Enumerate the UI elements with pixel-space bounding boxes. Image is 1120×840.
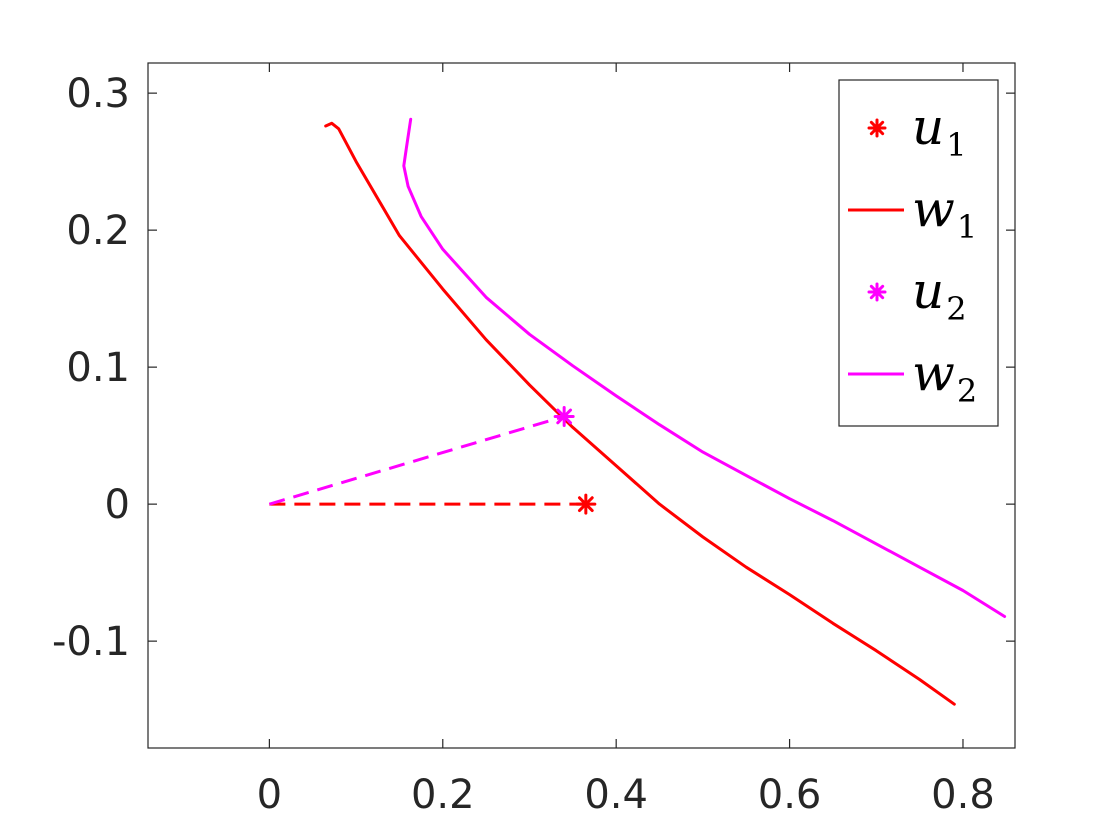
legend-label-w1: w1	[912, 180, 977, 246]
series-u1-marker-stroke	[577, 496, 594, 513]
series-u2-dashed-segment	[268, 415, 565, 506]
series-u2-marker	[553, 405, 575, 427]
legend-label-subscript: 1	[946, 126, 966, 164]
y-tick-label: 0.3	[66, 71, 130, 117]
legend-box	[838, 79, 999, 427]
series-u2-marker-stroke	[556, 408, 573, 425]
series-w1-line	[324, 121, 956, 706]
legend-label-main: u	[912, 262, 944, 320]
legend-label-subscript: 2	[957, 372, 977, 410]
legend-sample-u2-stroke	[869, 284, 885, 300]
x-tick-label: 0	[257, 772, 282, 818]
y-tick-label: 0.2	[66, 208, 130, 254]
legend-sample-u2	[867, 282, 887, 302]
y-tick-label: 0	[105, 482, 130, 528]
y-tick-label: 0.1	[66, 345, 130, 391]
legend-label-subscript: 2	[946, 290, 966, 328]
legend-label-main: w	[912, 180, 955, 238]
legend-label-main: w	[912, 344, 955, 402]
x-tick-label: 0.8	[931, 772, 995, 818]
legend-label-u1: u1	[912, 98, 967, 164]
legend-label-subscript: 1	[957, 208, 977, 246]
legend-label-w2: w2	[912, 344, 977, 410]
axes-box	[147, 62, 1016, 749]
legend-sample-u1-stroke	[869, 120, 885, 136]
series-u1-marker	[575, 493, 597, 515]
x-tick-label: 0.6	[758, 772, 822, 818]
legend-sample-u1	[867, 118, 887, 138]
legend-label-main: u	[912, 98, 944, 156]
x-tick-label: 0.2	[411, 772, 475, 818]
x-tick-label: 0.4	[584, 772, 648, 818]
plot-area	[268, 117, 1007, 706]
series-w2-line	[402, 117, 1007, 618]
axes: 0 0.2 0.4 0.6 0.8 -0.1 0 0.1 0.2 0.3	[52, 62, 1016, 818]
y-tick-label: -0.1	[52, 619, 130, 665]
legend-label-u2: u2	[912, 262, 967, 328]
